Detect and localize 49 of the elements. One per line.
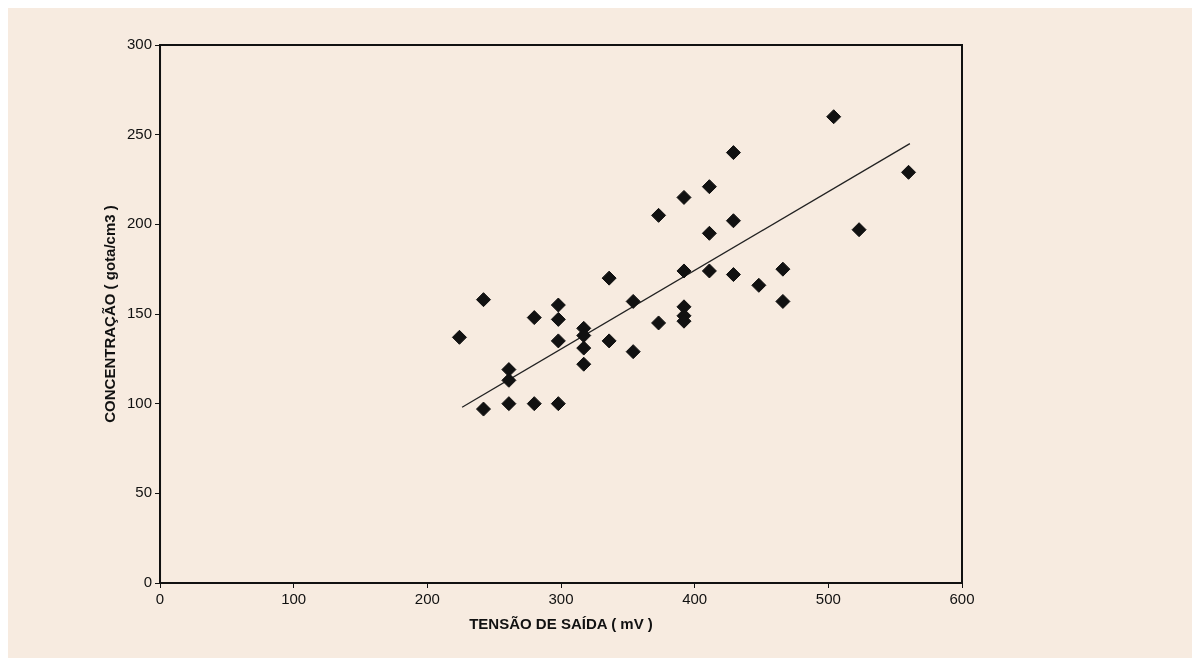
point (701, 179, 717, 195)
y-tick-label: 250 (127, 124, 153, 142)
x-tick-label: 300 (548, 590, 574, 608)
point (775, 293, 791, 309)
y-tick-label: 300 (127, 35, 153, 53)
point (725, 213, 741, 229)
point (550, 297, 566, 313)
x-tick-label: 600 (949, 590, 975, 608)
point (475, 292, 491, 308)
point (526, 396, 542, 412)
point (550, 311, 566, 327)
point (526, 310, 542, 326)
point (826, 109, 842, 125)
x-tick-label: 500 (815, 590, 841, 608)
point (701, 225, 717, 241)
point (576, 356, 592, 372)
point (725, 267, 741, 283)
point (651, 315, 667, 331)
x-tick-label: 200 (414, 590, 440, 608)
point (451, 329, 467, 345)
point (625, 344, 641, 360)
point (625, 293, 641, 309)
point (501, 372, 517, 388)
x-tick-label: 100 (281, 590, 307, 608)
point (601, 270, 617, 286)
point (501, 396, 517, 412)
y-tick-label: 200 (127, 214, 153, 232)
point (901, 164, 917, 180)
point (725, 145, 741, 161)
point (751, 277, 767, 293)
point (576, 340, 592, 356)
point (676, 263, 692, 279)
x-tick-label: 0 (155, 590, 165, 608)
point (851, 222, 867, 238)
x-tick-label: 400 (682, 590, 708, 608)
point (775, 261, 791, 277)
point (550, 333, 566, 349)
point (475, 401, 491, 417)
point (651, 207, 667, 223)
point (601, 333, 617, 349)
x-axis-title: TENSÃO DE SAÍDA ( mV ) (469, 615, 653, 633)
point (550, 396, 566, 412)
y-tick-label: 150 (127, 304, 153, 322)
point (676, 189, 692, 205)
point (701, 263, 717, 279)
y-tick-label: 50 (135, 483, 153, 501)
y-tick-label: 100 (127, 393, 153, 411)
y-tick-label: 0 (143, 573, 153, 591)
y-axis-title: CONCENTRAÇÃO ( gota/cm3 ) (101, 205, 119, 423)
